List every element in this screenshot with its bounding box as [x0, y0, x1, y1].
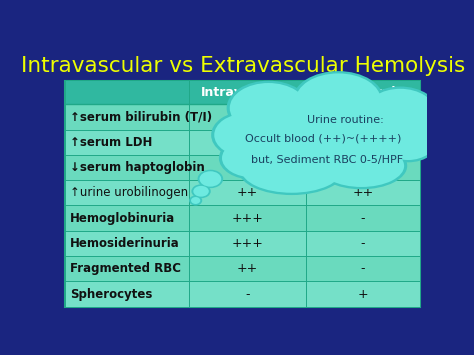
Text: -: -: [246, 288, 250, 301]
Ellipse shape: [200, 171, 221, 187]
Ellipse shape: [214, 114, 276, 156]
Text: Extravascular: Extravascular: [315, 86, 411, 99]
Ellipse shape: [211, 111, 279, 158]
Text: ↓serum haptoglobin: ↓serum haptoglobin: [70, 161, 205, 174]
Text: but, Sediment RBC 0-5/HPF: but, Sediment RBC 0-5/HPF: [251, 155, 403, 165]
FancyBboxPatch shape: [65, 180, 420, 206]
Text: ↑urine urobilinogen: ↑urine urobilinogen: [70, 186, 188, 199]
Ellipse shape: [193, 186, 209, 197]
FancyBboxPatch shape: [65, 81, 420, 307]
FancyBboxPatch shape: [65, 81, 420, 104]
Text: -: -: [361, 237, 365, 250]
Text: Intravascular vs Extravascular Hemolysis: Intravascular vs Extravascular Hemolysis: [21, 56, 465, 76]
FancyBboxPatch shape: [65, 104, 420, 130]
Text: ++: ++: [237, 262, 258, 275]
Text: Spherocytes: Spherocytes: [70, 288, 153, 301]
Ellipse shape: [376, 115, 440, 162]
Ellipse shape: [230, 83, 307, 133]
Text: ++: ++: [237, 186, 258, 199]
Ellipse shape: [237, 104, 408, 181]
Text: Hemosiderinuria: Hemosiderinuria: [70, 237, 180, 250]
Ellipse shape: [191, 197, 201, 204]
Ellipse shape: [191, 184, 211, 198]
Text: Hemoglobinuria: Hemoglobinuria: [70, 212, 175, 225]
FancyBboxPatch shape: [65, 231, 420, 256]
FancyBboxPatch shape: [65, 155, 420, 180]
Ellipse shape: [219, 137, 287, 180]
Ellipse shape: [227, 81, 310, 135]
Ellipse shape: [241, 147, 342, 193]
Ellipse shape: [362, 87, 438, 137]
Ellipse shape: [222, 139, 284, 178]
FancyBboxPatch shape: [65, 130, 420, 155]
Text: +++: +++: [232, 237, 264, 250]
Ellipse shape: [238, 144, 345, 195]
Ellipse shape: [292, 71, 384, 130]
FancyBboxPatch shape: [65, 206, 420, 231]
Ellipse shape: [235, 102, 411, 184]
Ellipse shape: [379, 118, 437, 160]
Ellipse shape: [198, 170, 223, 188]
Ellipse shape: [319, 144, 404, 187]
Ellipse shape: [316, 142, 407, 189]
FancyBboxPatch shape: [65, 282, 420, 307]
Text: -: -: [361, 212, 365, 225]
Text: -: -: [361, 262, 365, 275]
FancyBboxPatch shape: [65, 256, 420, 282]
Ellipse shape: [189, 196, 202, 206]
Text: Fragmented RBC: Fragmented RBC: [70, 262, 181, 275]
Text: ↑serum bilirubin (T/I): ↑serum bilirubin (T/I): [70, 110, 212, 123]
Text: Occult blood (++)~(++++): Occult blood (++)~(++++): [245, 134, 401, 144]
Text: ↑serum LDH: ↑serum LDH: [70, 136, 153, 149]
Text: Intravascular: Intravascular: [201, 86, 294, 99]
Ellipse shape: [296, 73, 381, 127]
Text: Urine routine:: Urine routine:: [307, 115, 384, 125]
Text: +: +: [358, 288, 368, 301]
Text: +++: +++: [232, 212, 264, 225]
Ellipse shape: [365, 89, 435, 135]
Text: ++: ++: [353, 186, 374, 199]
